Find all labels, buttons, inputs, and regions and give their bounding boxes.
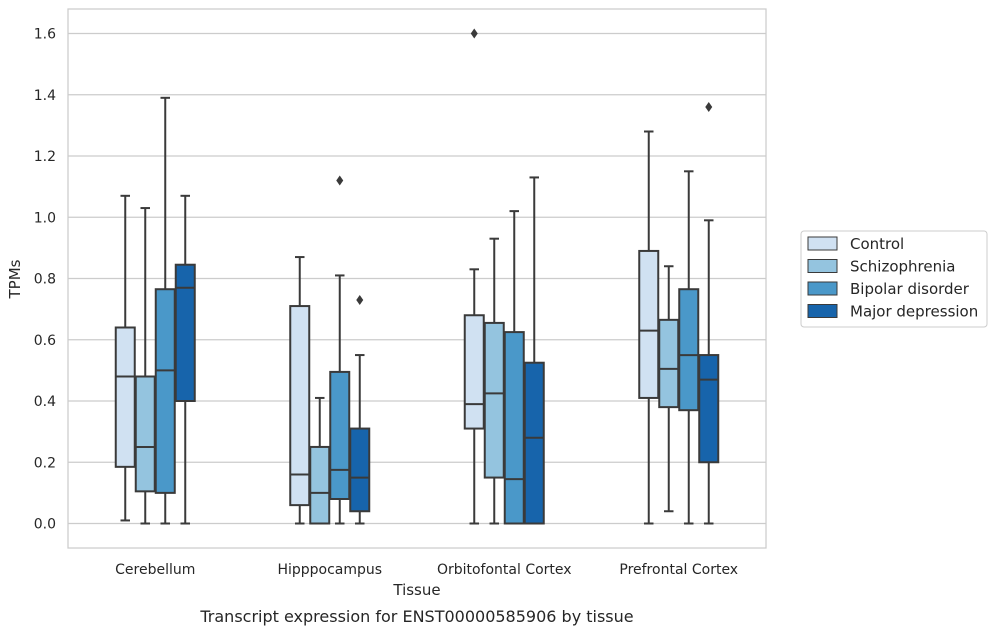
- x-tick-label: Hipppocampus: [277, 562, 382, 578]
- outlier-point: [356, 294, 364, 305]
- category-group: [289, 175, 371, 525]
- box-body: [698, 354, 720, 464]
- box-control: [289, 256, 311, 525]
- box-control: [638, 130, 660, 525]
- box-schizophrenia: [309, 396, 331, 525]
- box-body: [114, 326, 136, 468]
- box-body: [289, 305, 311, 507]
- outlier-point: [705, 102, 713, 112]
- box-major-depression: [523, 176, 545, 525]
- legend-label: Major depression: [850, 303, 978, 321]
- x-tick-label: Orbitofontal Cortex: [437, 562, 572, 578]
- box-body: [503, 331, 525, 525]
- category-group: [463, 28, 545, 525]
- box-bipolar-disorder: [678, 170, 700, 525]
- y-tick-label: 1.4: [34, 88, 56, 104]
- box-bipolar-disorder: [503, 210, 525, 525]
- outlier-point: [470, 28, 478, 39]
- legend-swatch: [807, 236, 838, 251]
- box-body: [463, 314, 485, 430]
- y-tick-label: 1.6: [34, 27, 56, 43]
- y-tick-label: 1.2: [34, 149, 56, 165]
- y-axis-title: TPMs: [6, 259, 24, 299]
- box-schizophrenia: [483, 237, 505, 525]
- box-body: [329, 370, 351, 500]
- category-group: [638, 102, 720, 525]
- box-control: [114, 194, 136, 522]
- legend-label: Bipolar disorder: [850, 280, 970, 298]
- y-tick-label: 0.4: [34, 394, 56, 410]
- box-major-depression: [174, 194, 196, 525]
- legend-swatch: [807, 304, 838, 318]
- box-major-depression: [698, 102, 720, 525]
- box-schizophrenia: [658, 265, 680, 513]
- legend-swatch: [807, 281, 838, 296]
- legend-label: Schizophrenia: [850, 258, 955, 276]
- y-tick-label: 0.2: [34, 455, 56, 471]
- box-major-depression: [349, 294, 371, 525]
- legend: Control Schizophrenia Bipolar disorder Majo…: [800, 230, 988, 328]
- y-tick-labels: 0.0 0.2 0.4 0.6 0.8 1.0 1.2 1.4 1.6: [34, 27, 56, 533]
- x-tick-label: Cerebellum: [115, 562, 195, 578]
- figure-caption: Transcript expression for ENST0000058590…: [199, 607, 633, 626]
- plot-frame: [67, 8, 767, 549]
- outlier-point: [336, 175, 344, 186]
- box-control: [463, 28, 485, 525]
- box-body: [154, 288, 176, 494]
- box-body: [134, 375, 156, 493]
- box-body: [678, 288, 700, 412]
- box-body: [309, 445, 331, 525]
- box-groups: [114, 28, 720, 525]
- y-tick-label: 0.0: [34, 517, 56, 533]
- box-body: [523, 361, 545, 525]
- box-bipolar-disorder: [154, 96, 176, 525]
- x-tick-label: Prefrontal Cortex: [619, 562, 738, 578]
- box-schizophrenia: [134, 207, 156, 525]
- legend-frame: [800, 230, 988, 328]
- x-axis-title: Tissue: [392, 581, 440, 599]
- y-tick-label: 1.0: [34, 210, 56, 226]
- box-body: [638, 249, 660, 399]
- box-body: [483, 321, 505, 479]
- y-tick-label: 0.8: [34, 272, 56, 288]
- box-body: [349, 427, 371, 513]
- legend-swatch: [807, 259, 838, 273]
- box-body: [658, 318, 680, 409]
- y-tick-label: 0.6: [34, 333, 56, 349]
- x-tick-labels: Cerebellum Hipppocampus Orbitofontal Corte…: [115, 562, 738, 578]
- category-group: [114, 96, 196, 525]
- box-bipolar-disorder: [329, 175, 351, 525]
- box-body: [174, 263, 196, 402]
- legend-label: Control: [850, 235, 904, 253]
